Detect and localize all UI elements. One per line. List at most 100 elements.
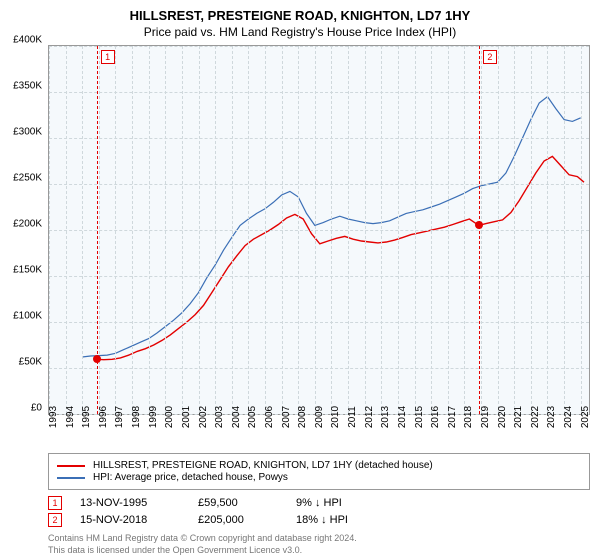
x-tick-label: 2000	[164, 406, 175, 428]
gridline-h	[49, 184, 589, 185]
sale-records: 113-NOV-1995£59,5009% ↓ HPI215-NOV-2018£…	[48, 496, 590, 527]
y-axis: £0£50K£100K£150K£200K£250K£300K£350K£400…	[0, 40, 46, 410]
legend-swatch	[57, 465, 85, 467]
gridline-v	[165, 46, 166, 414]
gridline-v	[398, 46, 399, 414]
legend: HILLSREST, PRESTEIGNE ROAD, KNIGHTON, LD…	[48, 453, 590, 490]
x-tick-label: 2018	[463, 406, 474, 428]
gridline-v	[199, 46, 200, 414]
sale-price: £59,500	[198, 497, 278, 509]
gridline-h	[49, 92, 589, 93]
gridline-h	[49, 322, 589, 323]
x-tick-label: 1993	[48, 406, 59, 428]
gridline-h	[49, 46, 589, 47]
y-tick-label: £200K	[13, 219, 42, 230]
x-tick-label: 2009	[314, 406, 325, 428]
x-tick-label: 2019	[480, 406, 491, 428]
x-tick-label: 2004	[231, 406, 242, 428]
x-tick-label: 2015	[414, 406, 425, 428]
gridline-v	[215, 46, 216, 414]
legend-item: HPI: Average price, detached house, Powy…	[57, 472, 581, 483]
x-tick-label: 2007	[281, 406, 292, 428]
sale-date: 13-NOV-1995	[80, 497, 180, 509]
chart-subtitle: Price paid vs. HM Land Registry's House …	[10, 25, 590, 39]
sale-row: 113-NOV-1995£59,5009% ↓ HPI	[48, 496, 590, 510]
gridline-v	[531, 46, 532, 414]
x-tick-label: 2005	[247, 406, 258, 428]
legend-item: HILLSREST, PRESTEIGNE ROAD, KNIGHTON, LD…	[57, 460, 581, 471]
legend-label: HPI: Average price, detached house, Powy…	[93, 472, 288, 483]
gridline-v	[581, 46, 582, 414]
y-tick-label: £100K	[13, 311, 42, 322]
gridline-v	[498, 46, 499, 414]
gridline-v	[331, 46, 332, 414]
gridline-v	[66, 46, 67, 414]
y-tick-label: £150K	[13, 265, 42, 276]
sale-marker-vline	[479, 46, 480, 414]
gridline-h	[49, 276, 589, 277]
x-tick-label: 2002	[198, 406, 209, 428]
gridline-v	[132, 46, 133, 414]
y-tick-label: £350K	[13, 81, 42, 92]
gridline-v	[431, 46, 432, 414]
gridline-v	[149, 46, 150, 414]
gridline-v	[298, 46, 299, 414]
x-tick-label: 2003	[214, 406, 225, 428]
gridline-v	[481, 46, 482, 414]
gridline-v	[348, 46, 349, 414]
x-tick-label: 1997	[114, 406, 125, 428]
gridline-v	[564, 46, 565, 414]
x-tick-label: 2023	[546, 406, 557, 428]
sale-marker-dot	[475, 221, 483, 229]
x-tick-label: 2008	[297, 406, 308, 428]
gridline-h	[49, 230, 589, 231]
y-tick-label: £300K	[13, 127, 42, 138]
gridline-v	[232, 46, 233, 414]
gridline-v	[381, 46, 382, 414]
sale-marker-dot	[93, 355, 101, 363]
x-tick-label: 2014	[397, 406, 408, 428]
chart-title: HILLSREST, PRESTEIGNE ROAD, KNIGHTON, LD…	[10, 8, 590, 23]
footer-line: This data is licensed under the Open Gov…	[48, 545, 590, 557]
sale-index-badge: 1	[48, 496, 62, 510]
x-tick-label: 2010	[330, 406, 341, 428]
gridline-h	[49, 368, 589, 369]
sale-row: 215-NOV-2018£205,00018% ↓ HPI	[48, 513, 590, 527]
footer-line: Contains HM Land Registry data © Crown c…	[48, 533, 590, 545]
footer-attribution: Contains HM Land Registry data © Crown c…	[48, 533, 590, 556]
sale-marker-badge: 1	[101, 50, 115, 64]
chart-container: { "titles": { "line1": "HILLSREST, PREST…	[0, 0, 600, 560]
x-tick-label: 2024	[563, 406, 574, 428]
gridline-v	[282, 46, 283, 414]
sale-marker-badge: 2	[483, 50, 497, 64]
gridline-v	[315, 46, 316, 414]
x-tick-label: 2021	[513, 406, 524, 428]
x-tick-label: 2006	[264, 406, 275, 428]
x-tick-label: 2012	[364, 406, 375, 428]
legend-label: HILLSREST, PRESTEIGNE ROAD, KNIGHTON, LD…	[93, 460, 433, 471]
y-tick-label: £50K	[19, 357, 42, 368]
x-tick-label: 2025	[580, 406, 591, 428]
y-tick-label: £0	[31, 403, 42, 414]
x-tick-label: 1996	[98, 406, 109, 428]
plot-area: 12	[48, 45, 590, 415]
gridline-v	[82, 46, 83, 414]
gridline-v	[464, 46, 465, 414]
x-tick-label: 1998	[131, 406, 142, 428]
x-tick-label: 2022	[530, 406, 541, 428]
gridline-h	[49, 138, 589, 139]
x-tick-label: 2017	[447, 406, 458, 428]
gridline-v	[49, 46, 50, 414]
gridline-v	[547, 46, 548, 414]
sale-index-badge: 2	[48, 513, 62, 527]
x-tick-label: 2001	[181, 406, 192, 428]
legend-swatch	[57, 477, 85, 479]
gridline-v	[415, 46, 416, 414]
x-tick-label: 2016	[430, 406, 441, 428]
series-line-red	[97, 156, 584, 359]
x-axis: 1993199419951996199719981999200020012002…	[48, 415, 590, 449]
gridline-v	[248, 46, 249, 414]
y-tick-label: £400K	[13, 35, 42, 46]
gridline-v	[115, 46, 116, 414]
sale-date: 15-NOV-2018	[80, 514, 180, 526]
